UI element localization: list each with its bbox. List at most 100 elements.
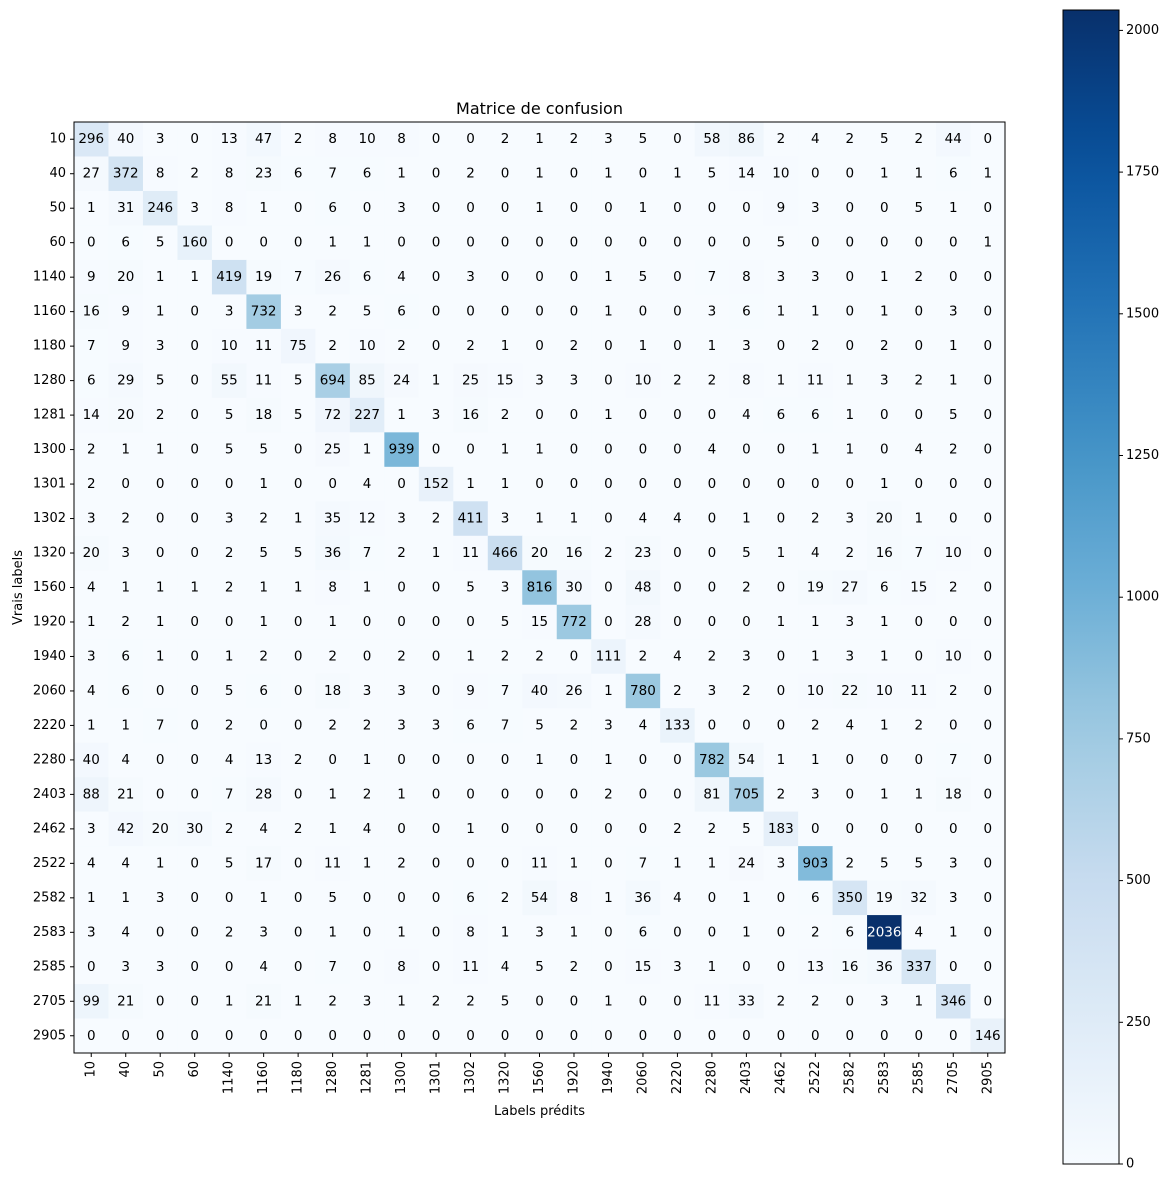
heatmap-cell	[211, 225, 247, 261]
cell-value-label: 3	[294, 304, 303, 320]
cell-value-label: 1	[363, 752, 372, 768]
cell-value-label: 0	[363, 1028, 372, 1044]
cell-value-label: 1	[156, 580, 165, 596]
x-tick-label: 2522	[808, 1061, 823, 1094]
chart-title: Matrice de confusion	[456, 99, 623, 118]
heatmap-cell	[832, 466, 868, 502]
cell-value-label: 0	[983, 407, 992, 423]
cell-value-label: 2	[259, 511, 268, 527]
heatmap-cell	[936, 708, 971, 744]
heatmap-cell	[246, 949, 282, 985]
heatmap-cell	[625, 708, 661, 744]
heatmap-cell	[74, 294, 109, 330]
heatmap-cell	[74, 122, 109, 157]
heatmap-cell	[418, 880, 454, 916]
cell-value-label: 0	[846, 993, 855, 1009]
heatmap-cell	[832, 708, 868, 744]
colorbar-tick-label: 1750	[1126, 165, 1159, 180]
cell-value-label: 0	[190, 304, 199, 320]
heatmap-cell	[418, 673, 454, 709]
heatmap-cell	[246, 122, 282, 157]
heatmap-cell	[798, 122, 833, 157]
cell-value-label: 772	[561, 614, 587, 630]
cell-value-label: 0	[156, 476, 165, 492]
heatmap-cell	[936, 1018, 971, 1054]
cell-value-label: 1	[466, 476, 475, 492]
cell-value-label: 0	[983, 580, 992, 596]
cell-value-label: 19	[876, 890, 893, 906]
heatmap-cell	[694, 777, 730, 813]
cell-value-label: 1	[777, 373, 786, 389]
heatmap-cell	[556, 259, 592, 295]
heatmap-cell	[246, 190, 282, 226]
heatmap-cell	[763, 190, 799, 226]
cell-value-label: 8	[328, 131, 337, 147]
heatmap-cell	[384, 880, 420, 916]
cell-value-label: 5	[156, 373, 165, 389]
heatmap-cell	[418, 742, 454, 778]
cell-value-label: 1	[880, 166, 889, 182]
cell-value-label: 2	[570, 338, 579, 354]
heatmap-cell	[349, 880, 385, 916]
cell-value-label: 7	[294, 269, 303, 285]
cell-value-label: 3	[777, 855, 786, 871]
heatmap-cell	[142, 397, 178, 433]
cell-value-label: 0	[294, 1028, 303, 1044]
y-tick-label: 1302	[33, 511, 66, 526]
heatmap-cell	[211, 984, 247, 1019]
heatmap-cell	[453, 328, 489, 364]
cell-value-label: 4	[225, 752, 234, 768]
cell-value-label: 1	[156, 269, 165, 285]
cell-value-label: 0	[156, 786, 165, 802]
cell-value-label: 0	[156, 511, 165, 527]
x-tick-label: 1280	[325, 1061, 340, 1094]
heatmap-cell	[418, 294, 454, 330]
cell-value-label: 4	[87, 683, 96, 699]
cell-value-label: 6	[87, 373, 96, 389]
cell-value-label: 0	[983, 304, 992, 320]
cell-value-label: 0	[949, 717, 958, 733]
cell-value-label: 0	[811, 1028, 820, 1044]
cell-value-label: 0	[432, 166, 441, 182]
cell-value-label: 0	[604, 821, 613, 837]
heatmap-cell	[625, 363, 661, 399]
cell-value-label: 1	[777, 304, 786, 320]
heatmap-cell	[349, 501, 385, 537]
heatmap-cell	[74, 880, 109, 916]
cell-value-label: 3	[570, 373, 579, 389]
heatmap-cell	[246, 570, 282, 606]
cell-value-label: 1	[811, 614, 820, 630]
heatmap-cell	[74, 397, 109, 433]
heatmap-cell	[246, 535, 282, 571]
cell-value-label: 0	[742, 200, 751, 216]
cell-value-label: 0	[673, 580, 682, 596]
heatmap-cell	[108, 190, 144, 226]
heatmap-cell	[418, 708, 454, 744]
heatmap-cell	[970, 363, 1006, 399]
heatmap-cell	[108, 535, 144, 571]
cell-value-label: 0	[949, 269, 958, 285]
heatmap-cell	[798, 949, 833, 985]
cell-value-label: 1	[604, 993, 613, 1009]
cell-value-label: 2	[466, 338, 475, 354]
heatmap-cell	[349, 122, 385, 157]
heatmap-cell	[936, 915, 971, 950]
cell-value-label: 1	[397, 166, 406, 182]
cell-value-label: 0	[87, 235, 96, 251]
cell-value-label: 0	[501, 752, 510, 768]
cell-value-label: 9	[466, 683, 475, 699]
heatmap-cell	[729, 535, 765, 571]
heatmap-cell	[832, 122, 868, 157]
heatmap-cell	[763, 397, 799, 433]
cell-value-label: 2	[914, 131, 923, 147]
heatmap-cell	[660, 708, 696, 744]
x-tick-label: 1560	[532, 1061, 547, 1094]
colorbar-tick-label: 1250	[1126, 448, 1159, 463]
heatmap-cell	[142, 156, 178, 192]
cell-value-label: 1	[742, 511, 751, 527]
heatmap-cell	[280, 984, 316, 1019]
heatmap-cell	[418, 915, 454, 950]
heatmap-cell	[418, 1018, 454, 1054]
cell-value-label: 2	[190, 166, 199, 182]
cell-value-label: 0	[880, 821, 889, 837]
